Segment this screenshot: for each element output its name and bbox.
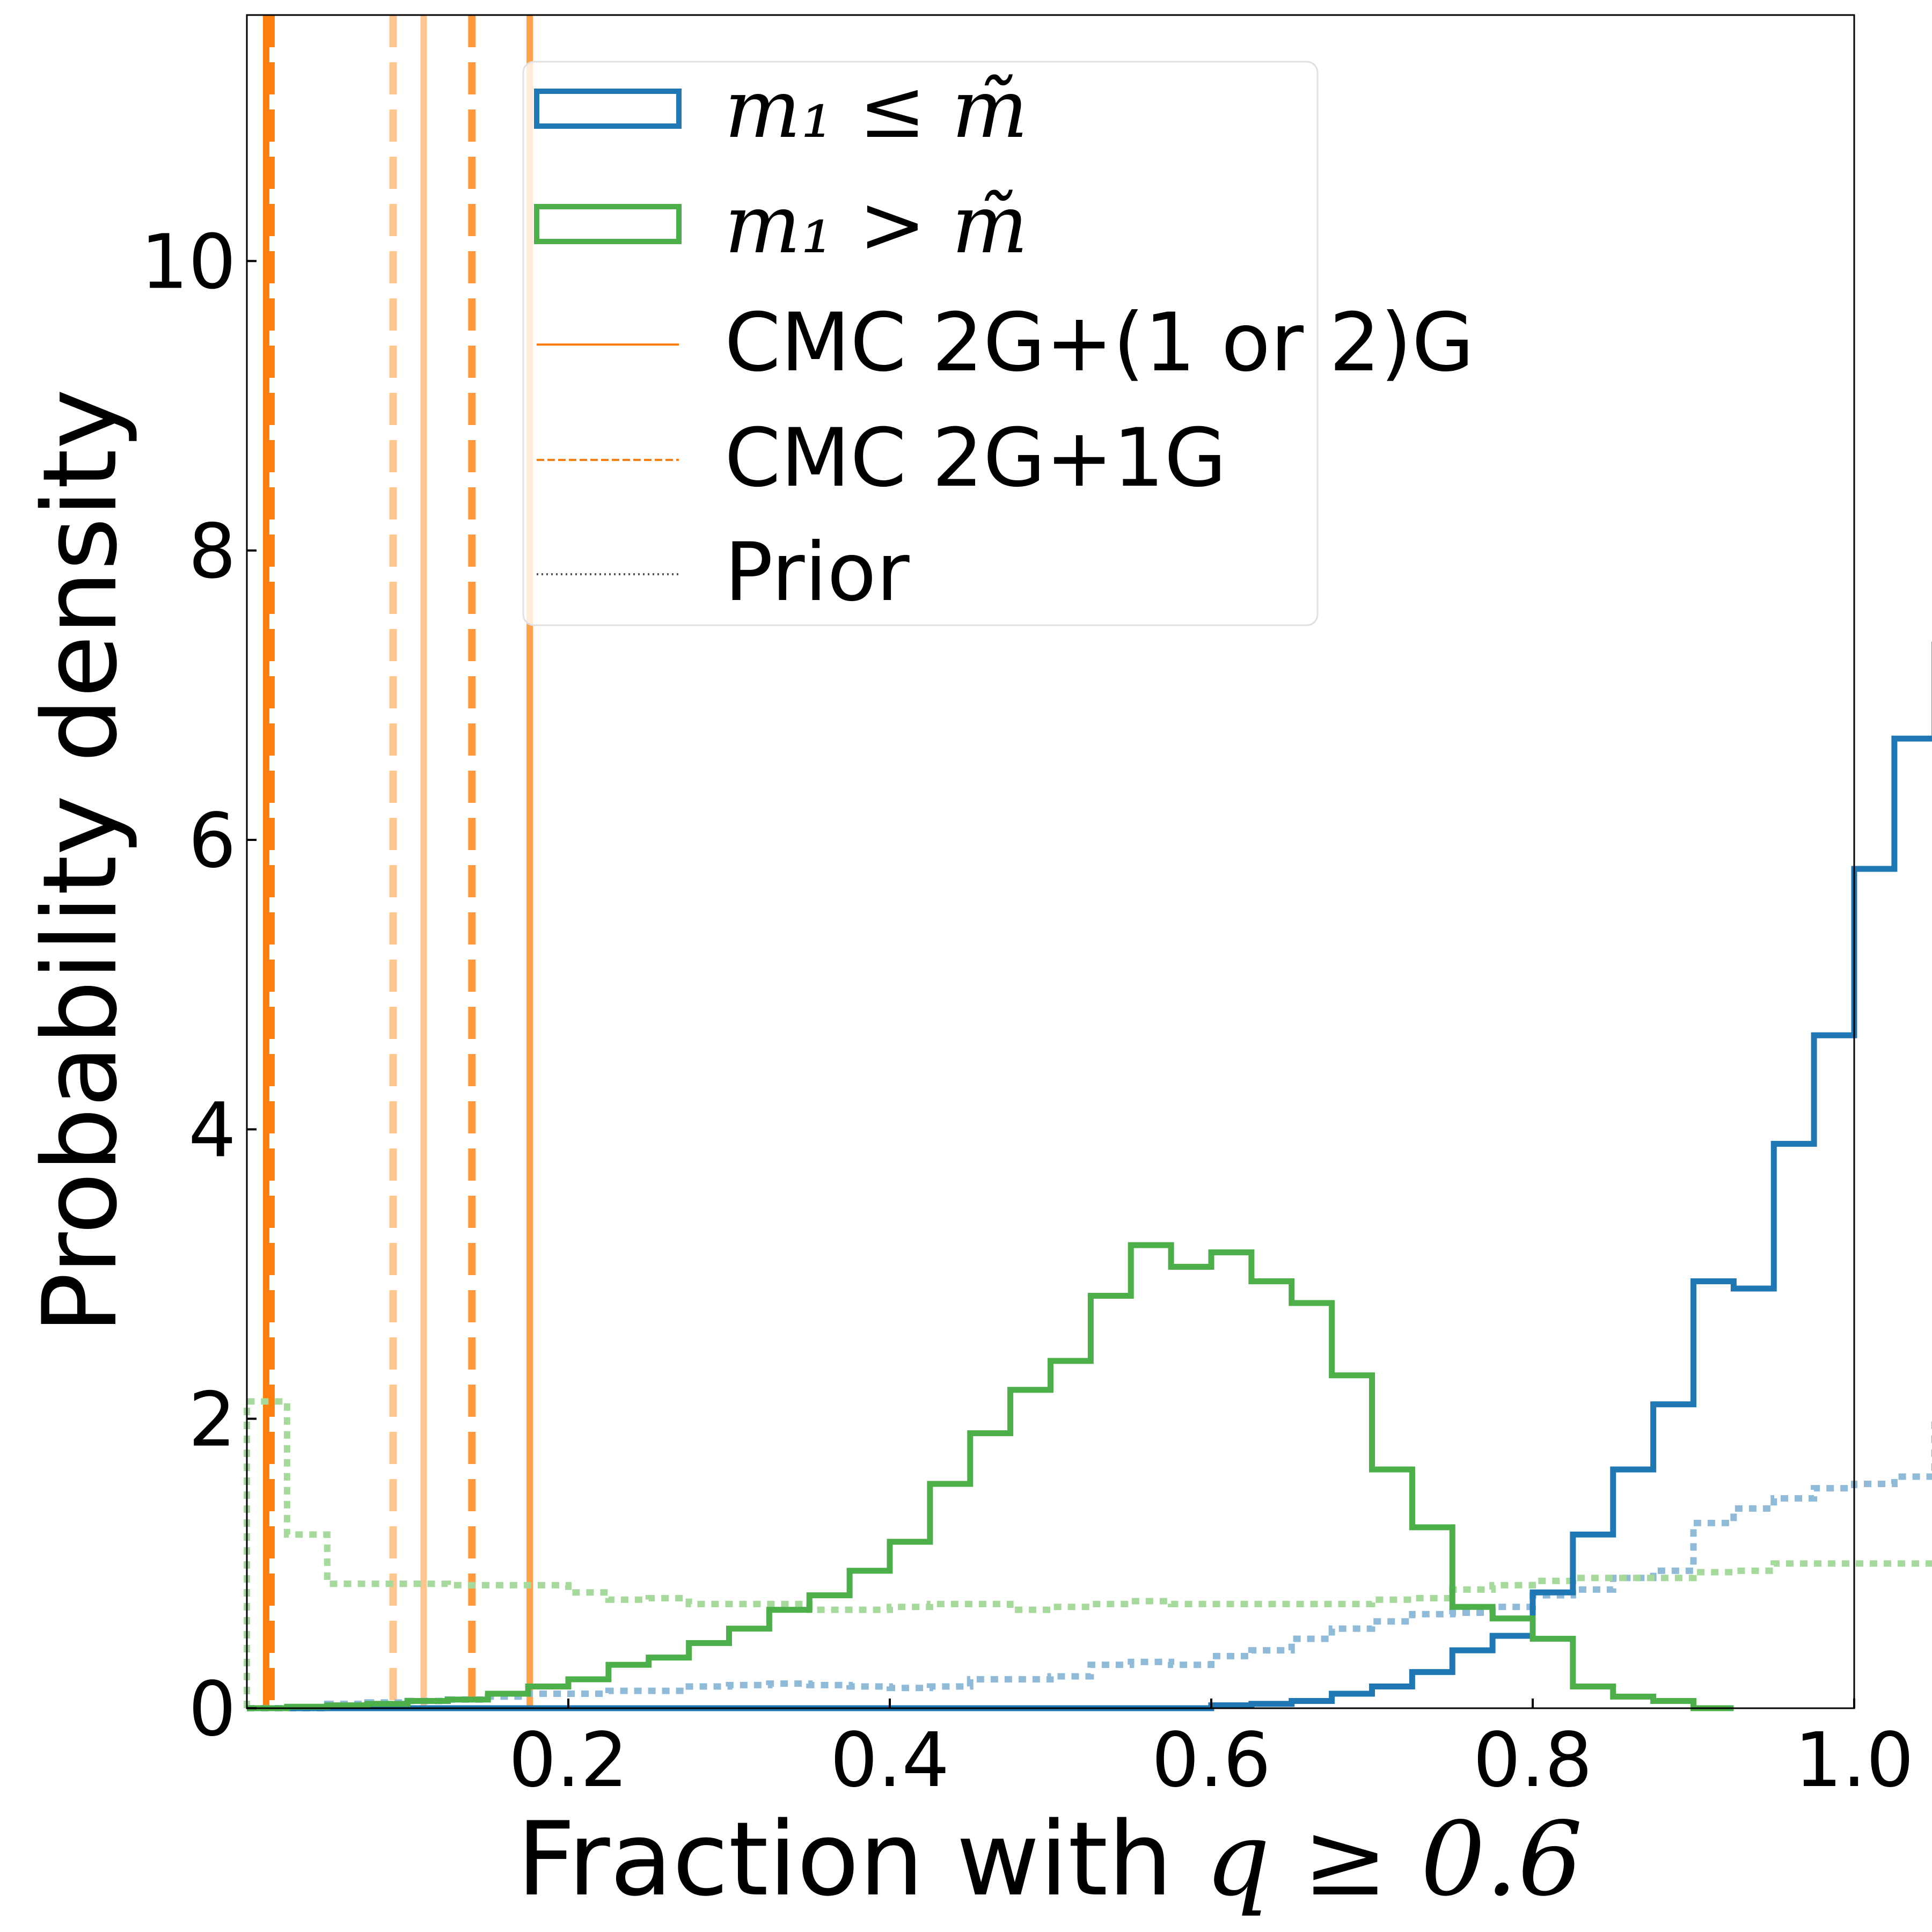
y-tick-label: 6 bbox=[188, 797, 236, 885]
legend-swatch-green bbox=[534, 204, 682, 244]
vertical-reference-lines bbox=[262, 15, 533, 1708]
y-tick-label: 4 bbox=[188, 1087, 236, 1174]
y-tick-label: 8 bbox=[188, 508, 236, 596]
x-tick-label: 0.2 bbox=[509, 1717, 628, 1804]
y-axis-ticks: 0 2 4 6 8 10 bbox=[141, 218, 257, 1753]
x-tick-label: 1.0 bbox=[1795, 1717, 1914, 1804]
x-axis-title: Fraction with q ≥ 0.6 bbox=[517, 1800, 1583, 1919]
posterior-histogram-step bbox=[247, 641, 1932, 1711]
axes-frame bbox=[246, 14, 1855, 1709]
x-tick-label: 0.4 bbox=[830, 1717, 950, 1804]
prior-histogram-step bbox=[244, 1398, 1932, 1708]
x-tick-label: 0.6 bbox=[1152, 1717, 1271, 1804]
y-tick-label: 0 bbox=[188, 1666, 236, 1753]
y-tick-label: 10 bbox=[141, 218, 236, 306]
legend-label-cmc-2g-1g: CMC 2G+1G bbox=[724, 412, 1227, 505]
posterior-histogram-step bbox=[247, 1242, 1734, 1711]
legend-label-prior: Prior bbox=[724, 526, 910, 619]
y-axis-title: Probability density bbox=[21, 389, 140, 1334]
legend-swatch-blue bbox=[534, 89, 682, 129]
x-axis-ticks: 0.2 0.4 0.6 0.8 1.0 bbox=[509, 1699, 1914, 1804]
legend-label-m1-gt: m₁ > m̃ bbox=[724, 178, 1028, 272]
legend-label-cmc-2g-1or2g: CMC 2G+(1 or 2)G bbox=[724, 296, 1474, 390]
y-tick-label: 2 bbox=[188, 1377, 236, 1464]
prior-histogram-step bbox=[247, 1415, 1932, 1711]
x-tick-label: 0.8 bbox=[1473, 1717, 1593, 1804]
legend-frame bbox=[522, 61, 1319, 626]
legend-label-m1-le: m₁ ≤ m̃ bbox=[724, 63, 1028, 156]
legend: m₁ ≤ m̃ m₁ > m̃ CMC 2G+(1 or 2)G CMC 2G+… bbox=[522, 61, 1474, 626]
